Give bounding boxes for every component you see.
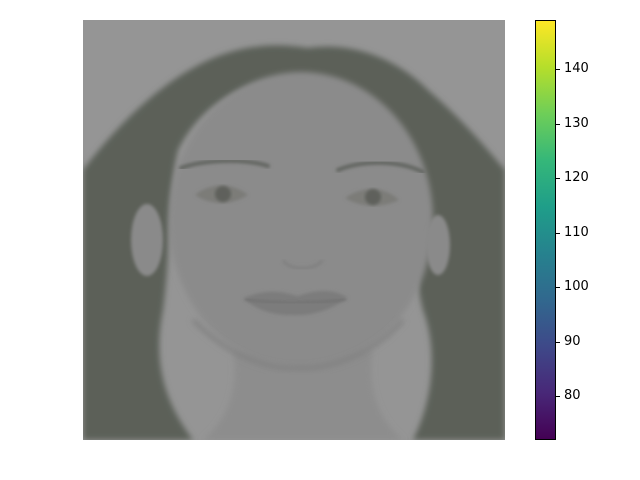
colorbar-tick-label: 140 [564, 61, 589, 77]
colorbar-tick-mark [556, 232, 560, 234]
colorbar-ticks: 80 90 100 110 120 130 140 [556, 20, 616, 440]
portrait-image [83, 20, 505, 440]
colorbar-tick-label: 120 [564, 170, 589, 186]
colorbar-tick-label: 90 [564, 333, 581, 349]
colorbar-tick-mark [556, 396, 560, 398]
right-ear [426, 215, 450, 275]
left-pupil [215, 186, 231, 202]
nose [281, 258, 325, 270]
left-eyebrow [179, 158, 270, 170]
colorbar-tick-label: 110 [564, 224, 589, 240]
right-eyebrow [336, 160, 425, 174]
colorbar-tick-label: 80 [564, 388, 581, 404]
colorbar-tick-label: 100 [564, 279, 589, 295]
neck [203, 350, 403, 440]
colorbar [535, 20, 556, 440]
portrait-drawing [83, 20, 505, 440]
right-pupil [365, 189, 381, 205]
left-ear [131, 204, 163, 276]
colorbar-tick-mark [556, 341, 560, 343]
colorbar-tick-mark [556, 178, 560, 180]
colorbar-tick-label: 130 [564, 115, 589, 131]
jawline [191, 318, 405, 371]
face [169, 72, 433, 368]
lip-line [244, 298, 347, 304]
colorbar-tick-mark [556, 69, 560, 71]
colorbar-tick-mark [556, 123, 560, 125]
colorbar-tick-mark [556, 287, 560, 289]
